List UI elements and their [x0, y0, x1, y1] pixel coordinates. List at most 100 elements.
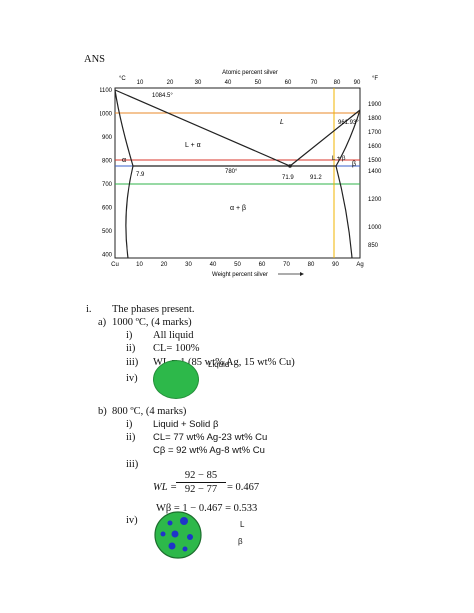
- left-ticks: 1100 1000 900 800 700 600 500 400: [100, 88, 113, 259]
- cu-melting-label: 1084.5°: [152, 93, 173, 99]
- left-unit: °C: [119, 76, 126, 82]
- beta-particle: [168, 542, 176, 550]
- right-ticks: 1900 1800 1700 1600 1500 1400 1200 1000 850: [368, 102, 382, 249]
- top-tick-label: 10: [137, 80, 144, 86]
- liquid-phase-circle: [153, 360, 199, 399]
- phase-diagram: Atomic percent silver 10 20 30 40 50 60 70 80 90…: [100, 70, 382, 278]
- left-tick-label: 500: [102, 229, 113, 235]
- wl-lhs: WL =: [153, 482, 178, 493]
- liquid-circle-label: Liquid: [208, 360, 230, 369]
- top-ticks: 10 20 30 40 50 60 70 80 90: [137, 80, 361, 86]
- top-tick-label: 40: [225, 80, 232, 86]
- a-iii-text: WL = 1 (85 wt% Ag, 15 wt% Cu): [153, 357, 295, 368]
- b-ii-text-1: CL= 77 wt% Ag-23 wt% Cu: [153, 432, 268, 443]
- ag-melting-label: 961.93°: [338, 120, 359, 126]
- right-tick-label: 1600: [368, 144, 382, 150]
- top-tick-label: 80: [334, 80, 341, 86]
- alpha-solidus: [114, 89, 134, 167]
- right-tick-label: 1700: [368, 130, 382, 136]
- legend-beta: β: [238, 537, 243, 546]
- bottom-tick-label: 70: [283, 262, 290, 268]
- liquid-beta-label: L + β: [332, 156, 346, 162]
- question-text: The phases present.: [112, 304, 195, 315]
- top-tick-label: 70: [311, 80, 318, 86]
- left-tick-label: 700: [102, 182, 113, 188]
- right-tick-label: 1800: [368, 116, 382, 122]
- eutectic-point: [288, 164, 292, 168]
- top-tick-label: 50: [255, 80, 262, 86]
- part-b-number: b): [98, 406, 107, 417]
- right-tick-label: 1200: [368, 197, 382, 203]
- bottom-tick-label: 60: [259, 262, 266, 268]
- a-ii-number: ii): [126, 343, 136, 354]
- left-tick-label: 800: [102, 159, 113, 165]
- top-tick-label: 20: [167, 80, 174, 86]
- bottom-tick-label: 40: [210, 262, 217, 268]
- axis-arrowhead: [300, 272, 304, 276]
- beta-particle: [171, 530, 179, 538]
- a-iv-number: iv): [126, 373, 138, 384]
- liquid-beta-circle: [154, 511, 202, 559]
- alpha-solvus: [125, 165, 134, 259]
- a-ii-text: CL= 100%: [153, 343, 200, 354]
- plot-frame: [114, 87, 361, 259]
- eutectic-temp-label: 780°: [225, 169, 238, 175]
- b-ii-text-2: Cβ = 92 wt% Ag-8 wt% Cu: [153, 445, 265, 456]
- top-tick-label: 60: [285, 80, 292, 86]
- alpha-label: α: [122, 157, 126, 164]
- b-iii-number: iii): [126, 459, 139, 470]
- beta-solvus: [335, 165, 353, 259]
- beta-solubility-label: 91.2: [310, 175, 322, 181]
- b-i-number: i): [126, 419, 133, 430]
- bottom-tick-label: 80: [308, 262, 315, 268]
- beta-label: β: [352, 161, 356, 168]
- wl-numerator: 92 − 85: [184, 470, 218, 481]
- b-i-text: Liquid + Solid β: [153, 419, 219, 430]
- wl-rhs: = 0.467: [227, 482, 260, 493]
- beta-particle: [187, 534, 193, 540]
- b-ii-number: ii): [126, 432, 136, 443]
- alpha-solubility-label: 7.9: [136, 172, 145, 178]
- right-tick-label: 1400: [368, 169, 382, 175]
- beta-particle: [182, 546, 188, 552]
- beta-particle: [180, 517, 188, 525]
- bottom-tick-label: 30: [185, 262, 192, 268]
- bottom-tick-label: Cu: [111, 262, 119, 268]
- beta-solidus: [335, 109, 361, 167]
- eutectic-composition-label: 71.9: [282, 175, 294, 181]
- left-tick-label: 1000: [100, 112, 113, 118]
- wl-denominator: 92 − 77: [184, 484, 218, 495]
- bottom-tick-label: 90: [332, 262, 339, 268]
- top-tick-label: 90: [354, 80, 361, 86]
- right-tick-label: 1900: [368, 102, 382, 108]
- wl-fraction: 92 − 85 92 − 77: [176, 470, 226, 495]
- right-unit: °F: [372, 76, 378, 82]
- a-i-text: All liquid: [153, 330, 194, 341]
- left-tick-label: 600: [102, 206, 113, 212]
- beta-particle: [160, 531, 166, 537]
- right-tick-label: 1500: [368, 158, 382, 164]
- bottom-tick-label: 10: [136, 262, 143, 268]
- legend-liquid: L: [240, 520, 245, 529]
- a-iii-number: iii): [126, 357, 139, 368]
- beta-particle: [167, 520, 173, 526]
- wbeta-equation: Wβ = 1 − 0.467 = 0.533: [156, 503, 258, 514]
- alpha-beta-label: α + β: [230, 205, 246, 212]
- part-a-number: a): [98, 317, 107, 328]
- top-axis-label: Atomic percent silver: [222, 70, 278, 76]
- b-iv-number: iv): [126, 515, 138, 526]
- fraction-bar: [176, 482, 226, 483]
- bottom-tick-label: 50: [234, 262, 241, 268]
- liquid-alpha-label: L + α: [185, 142, 201, 149]
- liquidus-line: [114, 89, 361, 167]
- bottom-tick-label: Ag: [356, 262, 363, 268]
- left-tick-label: 1100: [100, 88, 113, 94]
- bottom-tick-label: 20: [161, 262, 168, 268]
- part-b-text: 800 ºC, (4 marks): [112, 406, 187, 417]
- left-tick-label: 900: [102, 135, 113, 141]
- bottom-ticks: Cu 10 20 30 40 50 60 70 80 90 Ag: [111, 262, 364, 268]
- right-tick-label: 1000: [368, 225, 382, 231]
- left-tick-label: 400: [102, 253, 113, 259]
- bottom-axis-label: Weight percent silver: [212, 272, 268, 278]
- part-a-text: 1000 ºC, (4 marks): [112, 317, 192, 328]
